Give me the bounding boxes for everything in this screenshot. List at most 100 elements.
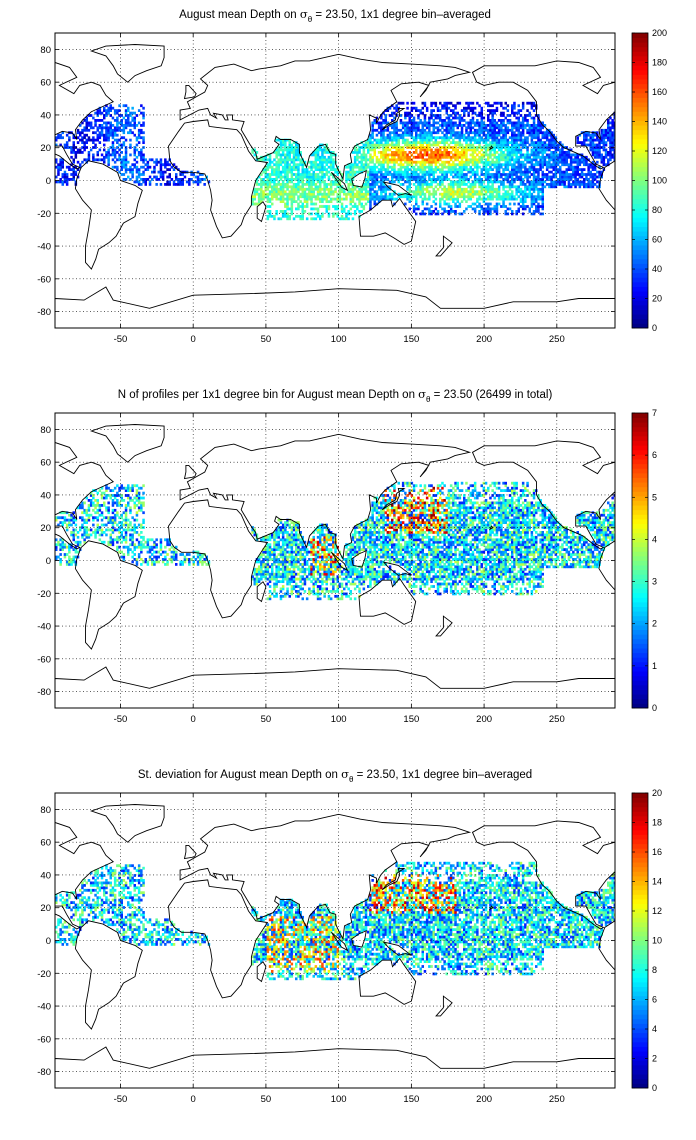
data-cell [526,175,529,179]
colorbar-step [632,42,648,48]
data-cell [537,173,540,176]
data-cell [480,155,483,159]
data-cell [559,148,562,152]
data-cell [513,126,516,130]
data-cell [373,183,376,186]
data-cell [596,136,599,140]
data-cell [583,185,586,189]
colorbar-step [632,152,648,158]
data-cell [127,121,130,125]
data-cell [602,133,606,137]
data-cell [447,119,451,122]
data-cell [96,518,99,522]
data-cell [443,210,446,213]
data-cell [524,124,527,127]
data-cell [137,183,141,186]
data-cell [467,168,470,171]
data-cell [87,506,91,510]
data-cell [537,151,540,154]
data-cell [68,548,71,551]
data-cell [135,175,139,179]
data-cell [133,163,136,167]
data-cell [98,148,102,152]
data-cell [434,160,438,164]
data-cell [127,168,130,171]
data-cell [395,160,398,164]
data-cell [356,192,359,196]
data-cell [491,185,494,189]
data-cell [98,538,102,542]
data-cell [393,155,396,159]
data-cell [61,131,64,135]
data-cell [327,212,331,216]
coastline [179,53,472,181]
data-cell [556,170,560,174]
data-cell [489,160,492,164]
data-cell [314,165,318,169]
data-cell [260,173,263,176]
data-cell [541,163,544,167]
data-cell [467,148,470,152]
data-cell [460,190,464,194]
data-cell [188,180,191,184]
data-cell [428,119,431,122]
data-cell [506,119,510,122]
data-cell [532,109,536,112]
data-cell [463,138,466,142]
data-cell [484,170,488,174]
data-cell [419,138,422,142]
data-cell [360,205,363,208]
data-cell [447,146,451,149]
data-cell [572,183,575,186]
data-cell [397,151,400,154]
data-cell [515,116,518,120]
data-cell [500,104,503,108]
data-cell [497,175,501,179]
data-cell [271,185,274,189]
data-cell [559,143,562,147]
data-cell [524,183,527,186]
data-cell [297,170,300,174]
data-cell [159,165,163,169]
data-cell [382,128,385,132]
data-cell [410,131,414,135]
data-cell [364,143,368,147]
data-cell [607,124,610,127]
data-cell [105,121,108,125]
data-cell [463,124,466,127]
data-cell [72,141,75,144]
data-cell [565,173,568,176]
data-cell [563,155,566,159]
data-cell [452,160,455,164]
data-cell [465,136,468,140]
data-cell [159,158,163,162]
data-cell [460,192,464,196]
data-cell [456,180,459,184]
data-cell [325,160,328,164]
data-cell [460,133,464,137]
data-cell [565,155,568,159]
data-cell [415,141,418,144]
data-cell [454,163,457,167]
data-cell [124,155,128,159]
data-cell [574,153,577,157]
data-cell [447,126,451,130]
data-cell [109,153,112,157]
data-cell [471,173,475,176]
data-cell [105,151,108,154]
data-cell [539,163,542,167]
data-cell [550,170,553,174]
data-cell [419,121,422,125]
data-cell [425,143,429,147]
data-cell [545,148,549,152]
data-cell [395,106,398,110]
data-cell [585,143,588,147]
data-cell [68,521,71,524]
data-cell [140,151,143,154]
data-cell [578,141,582,144]
data-cell [76,506,80,510]
data-cell [508,163,512,167]
data-cell [530,187,534,191]
data-cell [347,183,350,186]
data-cell [314,158,318,162]
